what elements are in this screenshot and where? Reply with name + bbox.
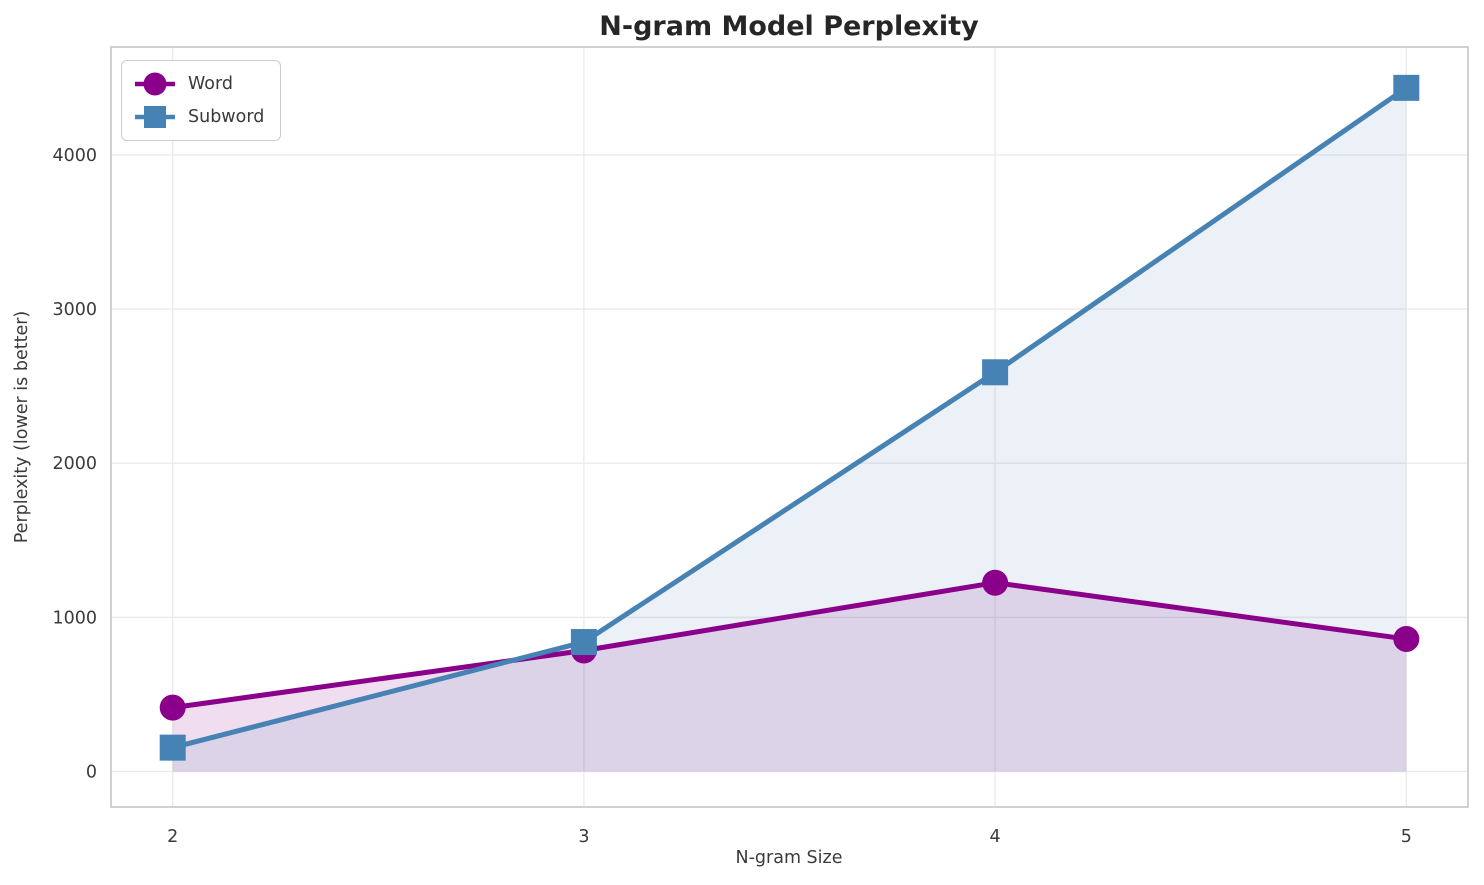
y-tick-label: 0 bbox=[86, 763, 97, 783]
x-tick-label: 5 bbox=[1401, 827, 1412, 847]
legend-label-subword: Subword bbox=[188, 107, 265, 127]
series-line-layer bbox=[172, 85, 1408, 751]
y-tick-label: 3000 bbox=[52, 300, 97, 320]
subword-marker bbox=[570, 629, 597, 656]
x-tick-label: 4 bbox=[990, 827, 1001, 847]
word-marker bbox=[1393, 625, 1420, 652]
legend-label-word: Word bbox=[188, 74, 233, 94]
subword-marker bbox=[159, 734, 186, 761]
subword-marker bbox=[1393, 74, 1420, 101]
plot-border bbox=[110, 46, 1469, 808]
legend-item-word: Word bbox=[132, 70, 264, 98]
word-series-marker-icon bbox=[135, 72, 175, 96]
x-tick-label: 3 bbox=[578, 827, 589, 847]
y-tick-label: 1000 bbox=[52, 608, 97, 628]
legend-item-subword: Subword bbox=[132, 103, 264, 131]
y-tick-label: 2000 bbox=[52, 454, 97, 474]
series-marker-layer bbox=[159, 74, 1420, 761]
y-tick-label: 4000 bbox=[52, 146, 97, 166]
word-area-fill bbox=[172, 582, 1407, 772]
area-fill-layer bbox=[172, 87, 1407, 772]
subword-series-marker-icon bbox=[135, 106, 175, 128]
legend: Word Subword bbox=[121, 60, 282, 141]
y-axis-label: Perplexity (lower is better) bbox=[12, 310, 32, 544]
subword-marker bbox=[982, 359, 1009, 386]
subword-area-fill bbox=[172, 87, 1407, 772]
tick-label-layer: 2 3 4 5 0 1000 2000 3000 4000 bbox=[52, 146, 1411, 847]
x-tick-label: 2 bbox=[167, 827, 178, 847]
word-marker bbox=[982, 569, 1009, 596]
x-axis-label: N-gram Size bbox=[735, 848, 843, 868]
word-line bbox=[172, 580, 1407, 711]
word-marker bbox=[159, 694, 186, 721]
chart-title: N-gram Model Perplexity bbox=[599, 11, 979, 42]
subword-line bbox=[172, 85, 1408, 751]
